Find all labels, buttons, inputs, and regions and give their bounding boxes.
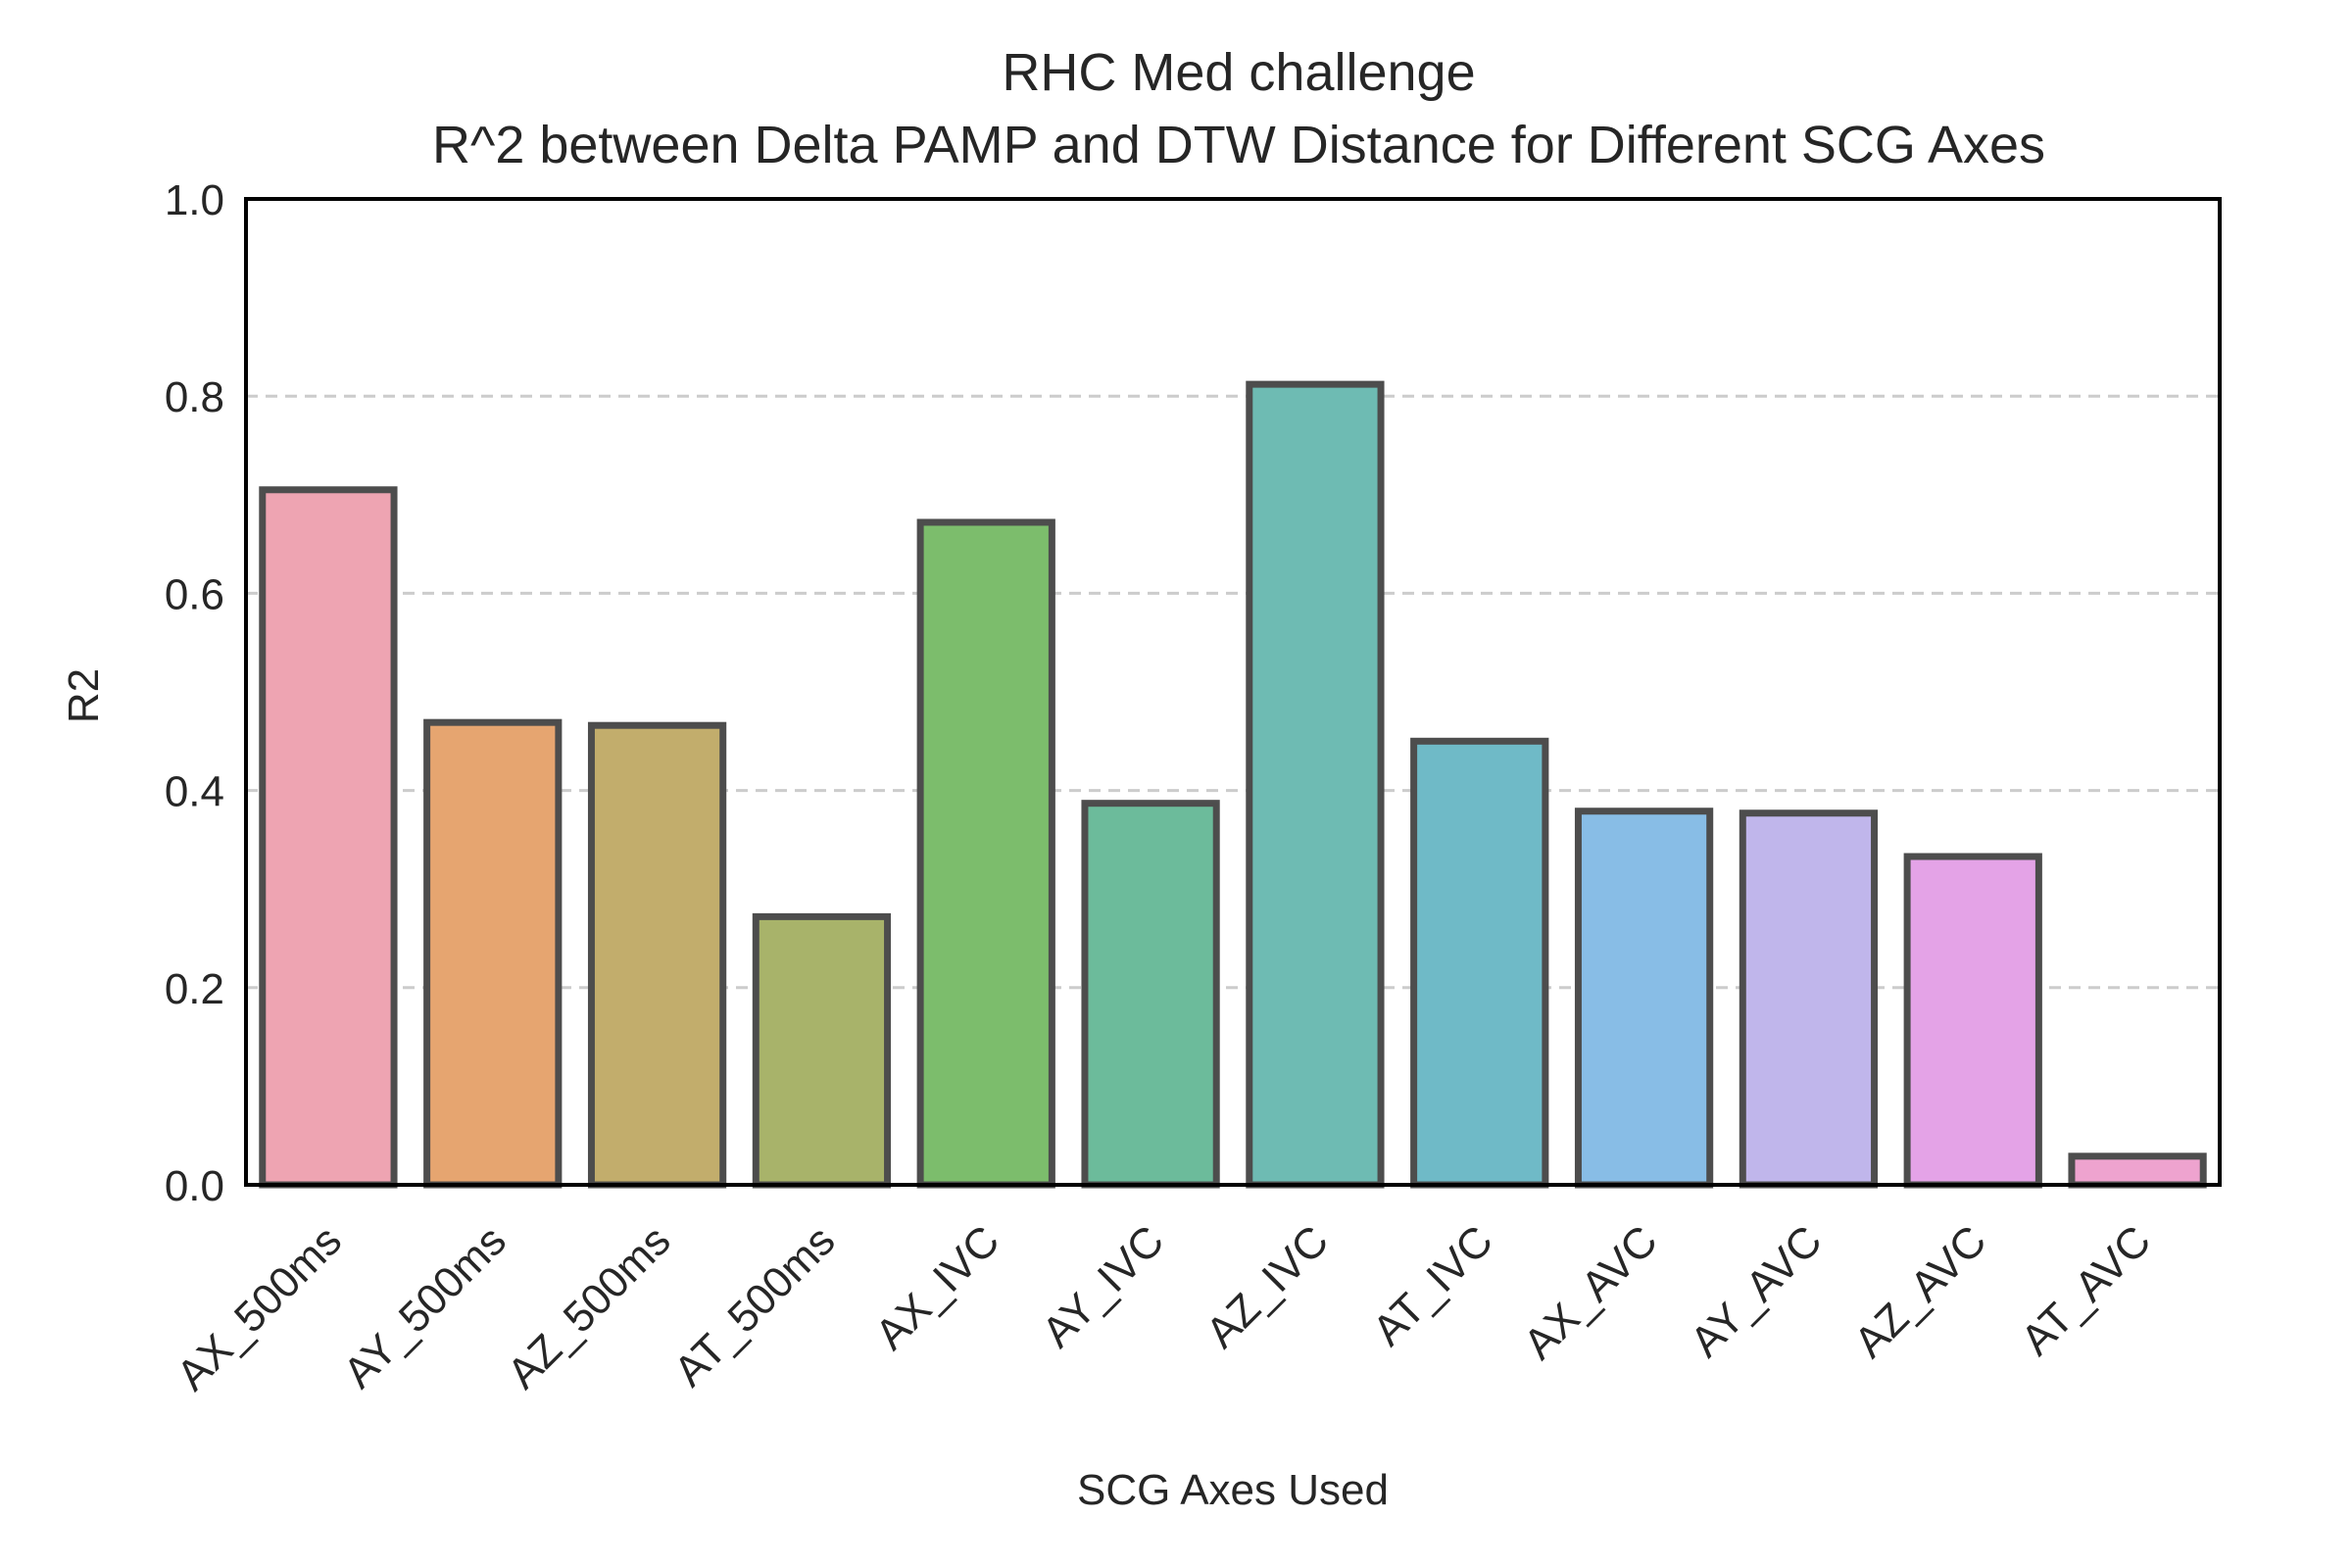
bar-az-avc: [1903, 853, 2042, 1189]
bar-at-avc: [2068, 1152, 2207, 1189]
chart-subtitle: R^2 between Delta PAMP and DTW Distance …: [432, 116, 2045, 174]
y-tick-labels: 0.0 0.2 0.4 0.6 0.8 1.0: [165, 176, 224, 1210]
x-tick-label: AT_500ms: [665, 1216, 845, 1396]
bar-az-ivc: [1246, 380, 1385, 1189]
x-tick-label: AY_IVC: [1033, 1216, 1173, 1356]
y-tick-label: 0.4: [165, 768, 224, 816]
x-axis-label: SCG Axes Used: [1077, 1466, 1389, 1514]
y-tick-label: 1.0: [165, 176, 224, 224]
y-tick-label: 0.0: [165, 1162, 224, 1210]
bar-ay-avc: [1739, 809, 1879, 1189]
y-axis-label: R2: [60, 668, 108, 723]
bar-ax-500ms: [259, 486, 398, 1189]
x-tick-label: AT_AVC: [2012, 1216, 2160, 1364]
y-tick-label: 0.8: [165, 373, 224, 421]
x-tick-label: AX_AVC: [1515, 1216, 1667, 1368]
x-tick-label: AY_500ms: [334, 1216, 515, 1397]
chart-title: RHC Med challenge: [1002, 43, 1475, 102]
bar-ay-500ms: [423, 718, 563, 1189]
x-tick-label: AZ_IVC: [1197, 1216, 1338, 1357]
bar-ay-ivc: [1081, 800, 1220, 1189]
x-tick-label: AX_IVC: [866, 1216, 1008, 1358]
bar-az-500ms: [587, 721, 727, 1189]
bar-ax-ivc: [916, 518, 1055, 1189]
bars: [259, 380, 2207, 1189]
y-tick-label: 0.6: [165, 570, 224, 618]
x-tick-label: AX_500ms: [168, 1216, 351, 1399]
plot-frame: [244, 197, 2222, 1187]
x-tick-label: AZ_AVC: [1845, 1216, 1995, 1366]
y-tick-label: 0.2: [165, 965, 224, 1013]
x-tick-label: AT_IVC: [1364, 1216, 1502, 1354]
x-tick-label: AY_AVC: [1682, 1216, 1832, 1366]
x-tick-label: AZ_500ms: [499, 1216, 680, 1397]
gridlines: [246, 394, 2220, 990]
bar-at-ivc: [1410, 737, 1549, 1189]
bar-at-500ms: [752, 912, 892, 1189]
bar-ax-avc: [1574, 808, 1714, 1189]
